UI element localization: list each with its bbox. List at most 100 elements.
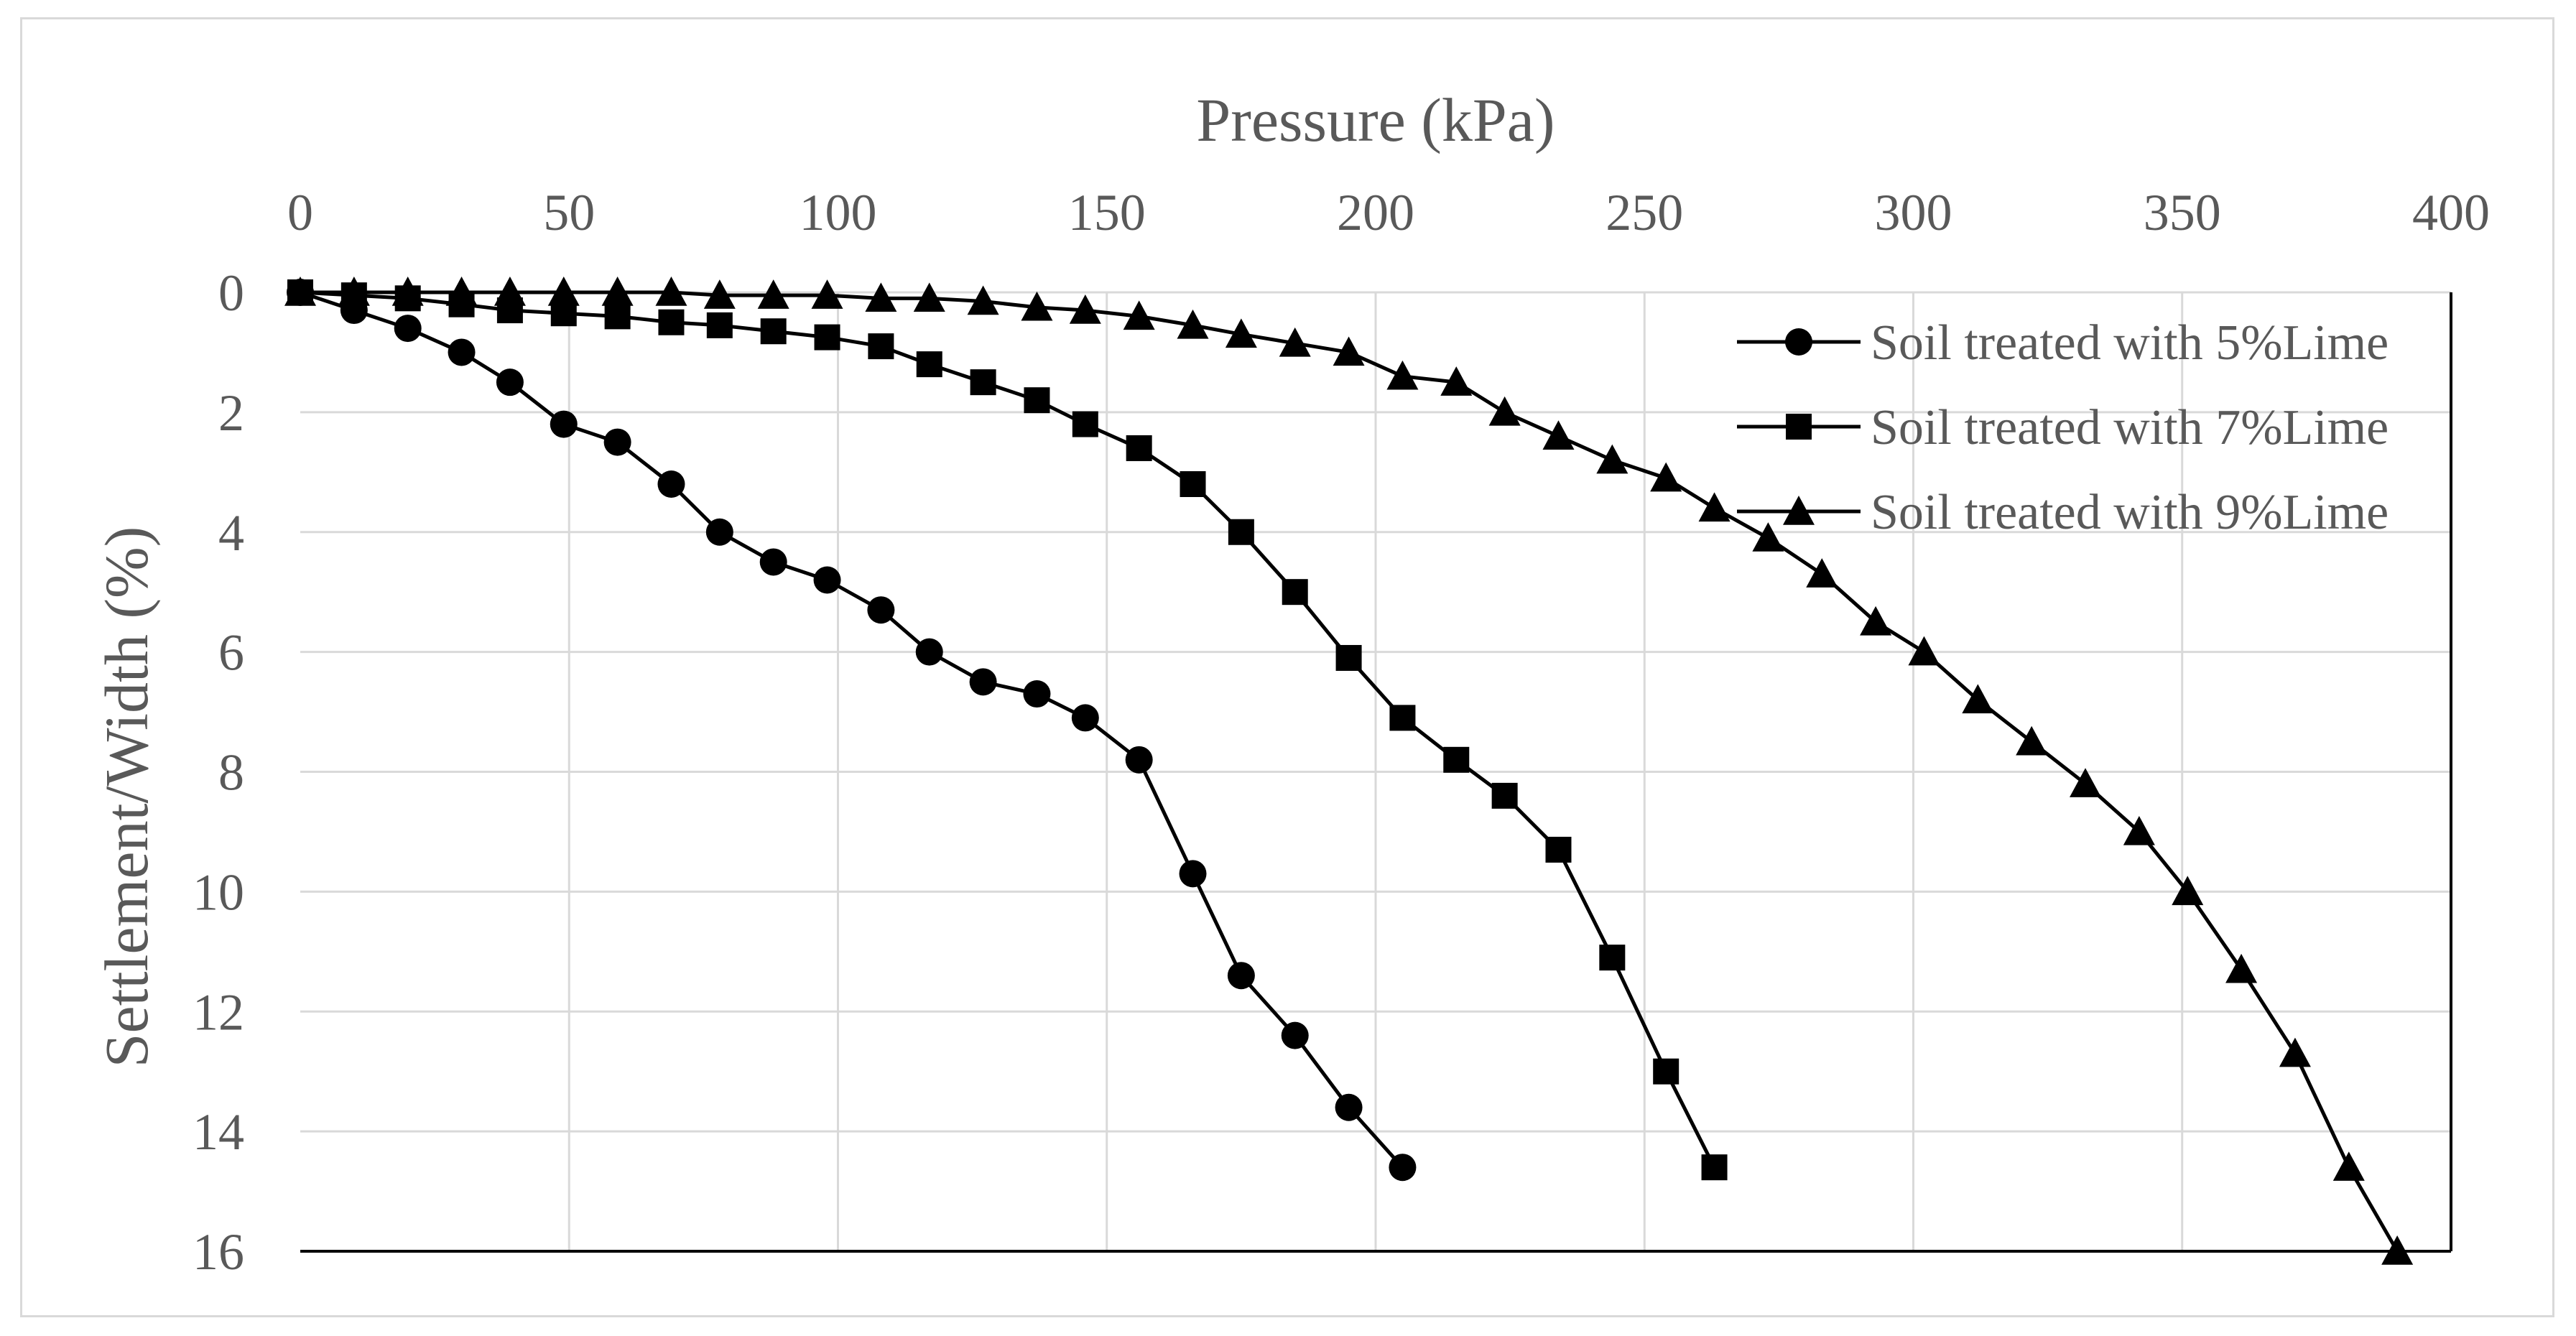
- data-point: [916, 351, 942, 378]
- data-point: [813, 566, 841, 594]
- series-triangle: [284, 277, 2414, 1265]
- legend-entry: Soil treated with 9%Lime: [1737, 485, 2389, 540]
- axes: [300, 292, 2452, 1253]
- data-point: [1023, 680, 1051, 708]
- y-tick-label: 10: [193, 863, 244, 921]
- legend-label: Soil treated with 9%Lime: [1871, 485, 2389, 540]
- data-point: [1440, 366, 1473, 396]
- data-point: [604, 303, 631, 330]
- data-point: [913, 282, 945, 312]
- y-axis-title: Settlement/Width (%): [92, 526, 161, 1068]
- data-point: [445, 277, 478, 306]
- data-point: [2279, 1037, 2311, 1067]
- data-point: [1179, 860, 1207, 888]
- data-point: [1126, 435, 1152, 461]
- series-line: [300, 290, 1716, 1169]
- data-point: [1701, 1154, 1728, 1181]
- data-point: [811, 279, 843, 309]
- data-point: [2332, 1151, 2365, 1181]
- y-tick-label: 12: [193, 983, 244, 1041]
- data-point: [1021, 291, 1053, 321]
- data-point: [394, 315, 422, 343]
- data-point: [970, 369, 996, 396]
- data-point: [2225, 953, 2258, 983]
- x-tick-label: 250: [1606, 184, 1683, 241]
- data-point: [1072, 411, 1098, 437]
- data-point: [496, 368, 524, 396]
- x-tick-label: 300: [1875, 184, 1952, 241]
- legend-marker: [1785, 328, 1812, 356]
- data-point: [1177, 309, 1209, 339]
- data-point: [1650, 462, 1682, 492]
- chart-frame: [20, 17, 2554, 1317]
- y-tick-label: 4: [218, 504, 244, 562]
- x-tick-label: 150: [1068, 184, 1146, 241]
- data-point: [550, 410, 578, 438]
- legend-label: Soil treated with 5%Lime: [1871, 315, 2389, 371]
- data-point: [1282, 579, 1308, 606]
- data-point: [1225, 318, 1257, 348]
- series-line: [300, 290, 1404, 1169]
- data-point: [1389, 705, 1416, 731]
- y-tick-label: 16: [193, 1223, 244, 1281]
- y-tick-label: 14: [193, 1103, 244, 1161]
- data-point: [2381, 1235, 2414, 1265]
- data-point: [655, 277, 687, 306]
- legend-entry: Soil treated with 5%Lime: [1737, 315, 2389, 371]
- data-point: [967, 285, 999, 315]
- data-point: [760, 318, 787, 345]
- data-point: [1596, 444, 1628, 474]
- data-point: [494, 277, 526, 306]
- data-point: [657, 470, 685, 498]
- x-axis-title: Pressure (kPa): [1196, 85, 1555, 154]
- data-point: [1752, 522, 1784, 552]
- data-point: [2070, 768, 2102, 797]
- data-point: [1180, 471, 1206, 497]
- y-tick-label: 0: [218, 264, 244, 322]
- data-point: [759, 548, 787, 576]
- data-point: [2123, 815, 2155, 845]
- data-point: [1123, 300, 1155, 330]
- data-point: [1443, 746, 1470, 773]
- data-point: [868, 333, 894, 360]
- legend-entry: Soil treated with 7%Lime: [1737, 400, 2389, 455]
- data-point: [1071, 704, 1099, 732]
- data-point: [338, 277, 370, 306]
- data-point: [1908, 636, 1940, 666]
- y-tick-label: 2: [218, 384, 244, 442]
- x-tick-label: 200: [1337, 184, 1414, 241]
- data-point: [1335, 1093, 1363, 1121]
- data-point: [1542, 420, 1575, 450]
- data-point: [547, 277, 580, 306]
- data-point: [448, 338, 476, 366]
- data-point: [915, 638, 943, 666]
- data-point: [1806, 558, 1838, 588]
- data-point: [867, 596, 895, 624]
- data-point: [1389, 1154, 1417, 1182]
- data-point: [1024, 387, 1050, 414]
- data-point: [1491, 782, 1518, 809]
- x-tick-labels: 0 50 100 150 200 250 300 350 400: [287, 184, 2490, 241]
- data-point: [1335, 644, 1362, 671]
- y-tick-label: 8: [218, 744, 244, 802]
- data-point: [1599, 945, 1626, 971]
- x-tick-label: 0: [287, 184, 313, 241]
- data-point: [757, 279, 789, 309]
- data-point: [969, 668, 997, 696]
- series-circle: [287, 279, 1417, 1182]
- x-tick-label: 400: [2412, 184, 2490, 241]
- data-point: [1698, 492, 1731, 522]
- data-point: [705, 518, 733, 546]
- data-point: [1333, 336, 1365, 366]
- legend-marker: [1783, 496, 1815, 525]
- x-tick-label: 100: [800, 184, 877, 241]
- data-point: [392, 277, 424, 306]
- data-point: [703, 279, 736, 309]
- data-point: [1488, 396, 1521, 426]
- x-tick-label: 50: [543, 184, 595, 241]
- data-point: [2172, 876, 2204, 906]
- data-point: [865, 282, 897, 312]
- data-point: [1125, 746, 1153, 774]
- data-point: [1228, 519, 1254, 545]
- data-point: [601, 277, 634, 306]
